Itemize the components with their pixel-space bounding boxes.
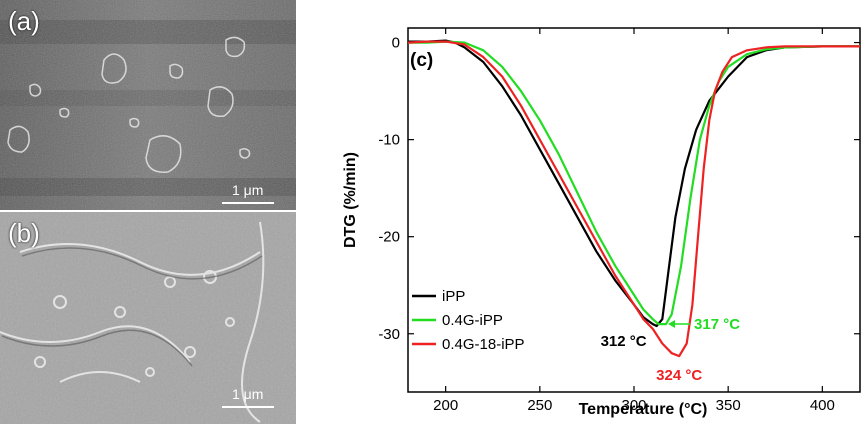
y-tick-label: -20 bbox=[378, 229, 400, 246]
scale-bar-label-b: 1 μm bbox=[232, 386, 264, 402]
y-axis-label: DTG (%/min) bbox=[342, 152, 359, 248]
y-tick-label: 0 bbox=[392, 35, 400, 52]
panel-label-c: (c) bbox=[410, 50, 433, 71]
panel-label-a: (a) bbox=[8, 6, 40, 36]
micrograph-b: (b) 1 μm bbox=[0, 212, 296, 424]
annotation-312: 312 °C bbox=[601, 333, 647, 350]
annotation-324: 324 °C bbox=[656, 367, 702, 384]
series-lines bbox=[407, 39, 860, 358]
x-tick-label: 400 bbox=[810, 397, 835, 414]
scale-bar-b bbox=[222, 406, 274, 408]
micrograph-a-image bbox=[0, 0, 296, 210]
x-tick-label: 350 bbox=[716, 397, 741, 414]
legend-label-2: 0.4G-iPP bbox=[442, 312, 503, 329]
panel-label-b: (b) bbox=[8, 218, 40, 248]
series-line-2 bbox=[408, 40, 860, 326]
legend: iPP 0.4G-iPP 0.4G-18-iPP bbox=[412, 288, 525, 353]
x-tick-label: 300 bbox=[621, 397, 646, 414]
x-axis-ticks: 200 250 300 350 400 bbox=[433, 28, 835, 414]
scale-bar-a bbox=[222, 202, 274, 204]
x-tick-label: 250 bbox=[527, 397, 552, 414]
legend-label-3: 0.4G-18-iPP bbox=[442, 336, 525, 353]
scale-bar-label-a: 1 μm bbox=[232, 182, 264, 198]
legend-label-1: iPP bbox=[442, 288, 465, 305]
series-line-1 bbox=[408, 39, 860, 328]
y-axis-ticks: 0 -10 -20 -30 bbox=[378, 35, 860, 343]
micrograph-a: (a) 1 μm bbox=[0, 0, 296, 210]
x-axis-label: Temperature (°C) bbox=[579, 401, 708, 418]
micrograph-b-image bbox=[0, 212, 296, 424]
y-tick-label: -10 bbox=[378, 132, 400, 149]
annotation-317-arrowhead bbox=[668, 320, 676, 329]
series-line-3 bbox=[407, 40, 860, 358]
annotations: 312 °C 317 °C 324 °C bbox=[601, 316, 741, 384]
x-tick-label: 200 bbox=[433, 397, 458, 414]
annotation-317: 317 °C bbox=[694, 316, 740, 333]
y-tick-label: -30 bbox=[378, 326, 400, 343]
